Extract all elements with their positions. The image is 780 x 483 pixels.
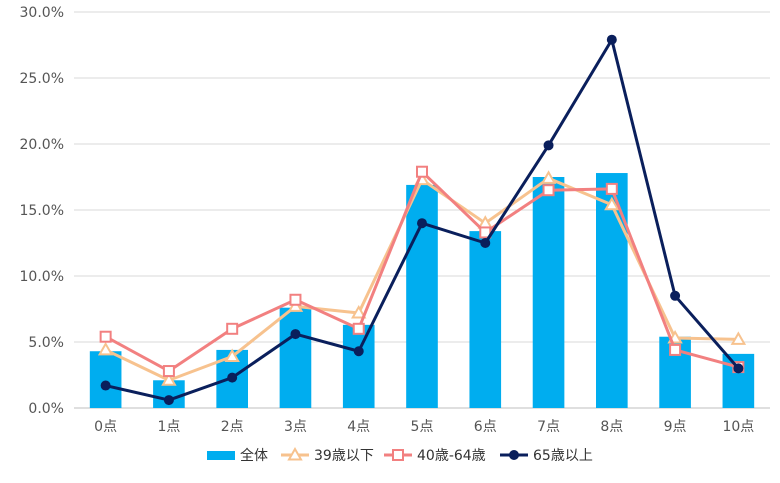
x-tick-label: 9点 [664,419,687,435]
bar [89,351,122,408]
x-tick-label: 6点 [474,419,497,435]
triangle-marker [161,372,177,386]
legend-label: 40歳-64歳 [417,448,486,464]
legend-item: 40歳-64歳 [384,448,486,464]
circle-marker [733,363,744,374]
circle-marker [290,329,301,340]
y-tick-label: 5.0% [28,335,64,351]
bar [469,231,502,408]
x-tick-label: 7点 [537,419,560,435]
x-tick-label: 3点 [284,419,307,435]
y-tick-label: 10.0% [20,269,64,285]
triangle-marker [540,170,557,184]
square-marker [479,226,492,239]
x-axis-ticks: 0点 1点 2点 3点 4点 5点 6点 7点 8点 9点 10点 [94,419,754,435]
circle-marker [163,395,174,406]
triangle-marker [730,331,747,345]
square-marker [352,322,365,335]
y-tick-label: 25.0% [20,71,64,87]
legend-swatch [207,451,235,460]
square-marker [605,182,618,195]
triangle-marker [351,304,367,319]
x-tick-label: 10点 [722,419,754,435]
bar [279,307,312,408]
x-tick-label: 5点 [411,419,434,435]
legend-item: 全体 [207,447,268,464]
y-axis-ticks: 0.0% 5.0% 10.0% 15.0% 20.0% 25.0% 30.0% [20,5,64,417]
triangle-marker [604,196,620,211]
square-marker [162,365,175,378]
y-tick-label: 20.0% [20,137,64,153]
y-tick-label: 30.0% [20,5,64,21]
legend-label: 全体 [240,447,268,464]
bar-series [89,173,755,408]
square-marker [542,184,555,197]
y-tick-label: 0.0% [28,401,64,417]
triangle-marker [224,348,240,363]
triangle-marker [287,446,303,461]
x-tick-label: 0点 [94,419,117,435]
x-tick-label: 8点 [600,419,623,435]
bar [342,324,375,408]
bar [532,177,565,408]
circle-marker [670,290,681,301]
legend: 全体 39歳以下 40歳-64歳 65歳以上 [207,446,593,464]
circle-marker [606,34,617,45]
x-tick-label: 1点 [157,419,180,435]
circle-marker [417,218,427,229]
circle-marker [480,238,491,248]
legend-item: 39歳以下 [281,446,374,464]
square-marker [669,343,682,356]
square-marker [416,165,428,178]
x-tick-label: 4点 [347,419,370,435]
legend-label: 39歳以下 [314,448,374,464]
square-marker [99,330,112,343]
legend-item: 65歳以上 [500,448,593,464]
square-marker [226,322,239,335]
square-marker [289,293,302,306]
square-marker [392,449,404,461]
x-tick-label: 2点 [221,419,244,435]
line-series-group [100,34,744,406]
circle-marker [353,346,364,357]
y-tick-label: 15.0% [20,203,64,219]
triangle-marker [97,341,114,356]
circle-marker [543,140,554,151]
circle-marker [509,450,519,460]
circle-marker [227,372,238,383]
legend-label: 65歳以上 [533,448,593,464]
circle-marker [100,380,111,391]
line-series-group [97,170,747,386]
line-series [97,34,747,406]
